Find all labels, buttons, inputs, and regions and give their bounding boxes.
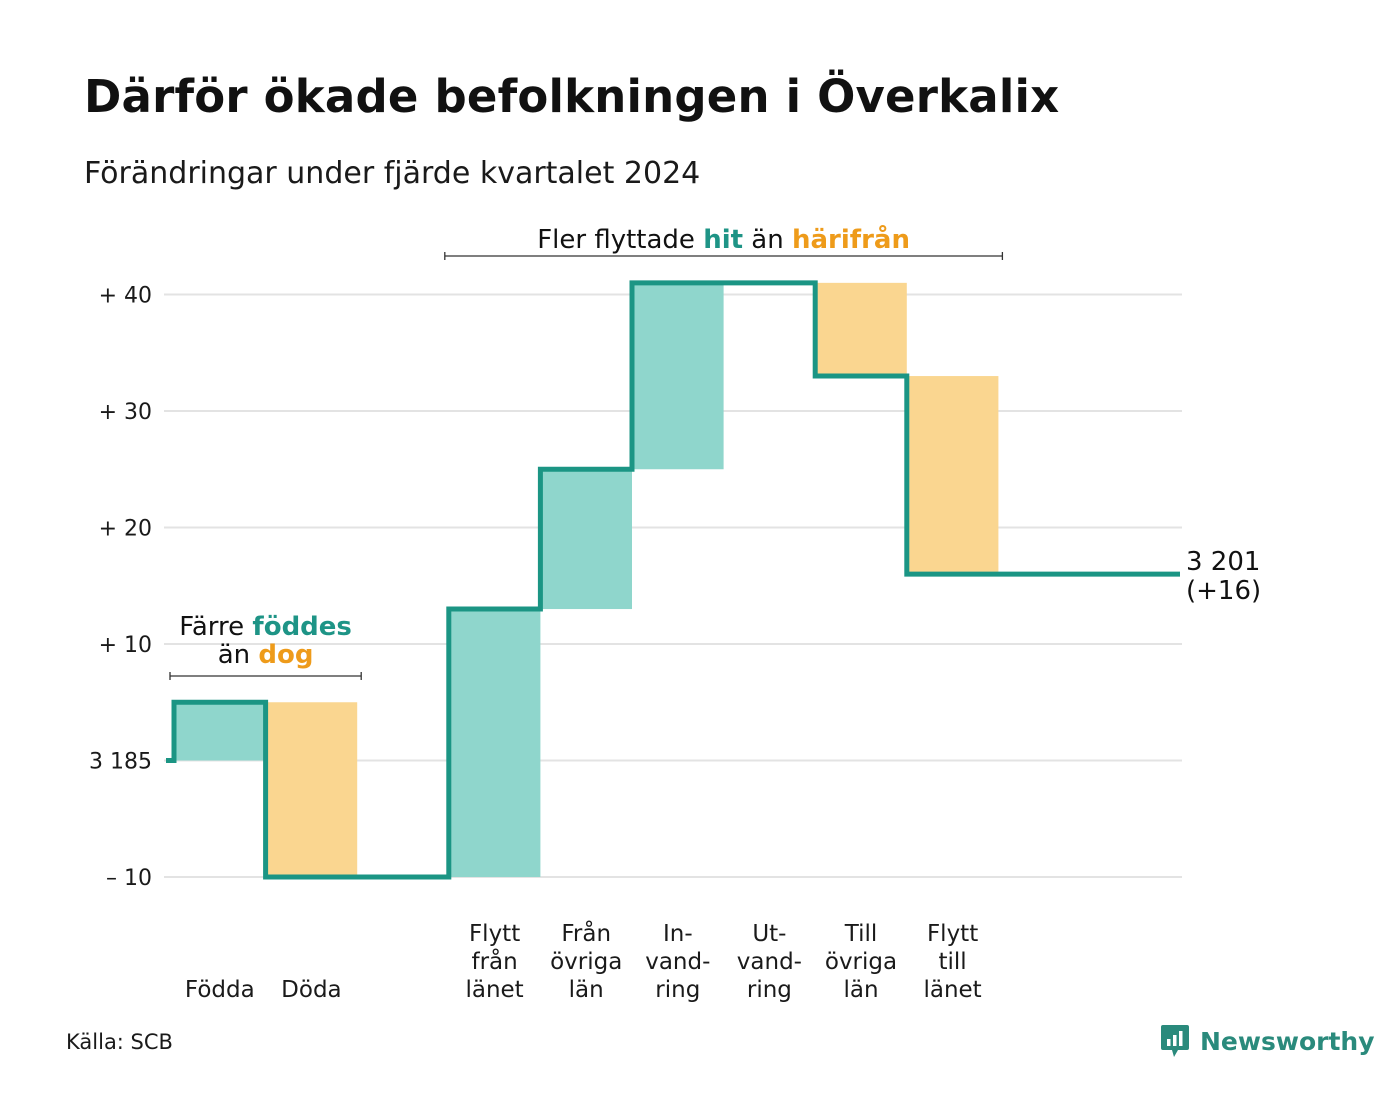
y-tick-label: + 30: [99, 400, 152, 425]
x-tick-label: In-: [663, 921, 693, 947]
brand-logo[interactable]: Newsworthy: [1160, 1024, 1375, 1058]
y-tick-label: + 20: [99, 517, 152, 542]
x-tick-label: ring: [747, 977, 792, 1003]
bar-inflow: [632, 282, 724, 470]
annotation-segment: än: [218, 640, 259, 670]
bar-inflow: [448, 609, 541, 877]
x-axis-labels: Födda DödaFlyttfrånlänetFrånövrigalänIn-v…: [185, 919, 982, 1003]
x-tick-label: Födda: [185, 977, 255, 1003]
annotation-text: Färre föddes: [179, 612, 352, 642]
annotation-segment: dog: [258, 640, 313, 670]
x-tick-label: länet: [465, 977, 523, 1003]
chart-title: Därför ökade befolkningen i Överkalix: [84, 70, 1060, 123]
annotation-segment: Färre: [179, 612, 252, 642]
waterfall-chart: + 40 + 30 + 20 + 10 3 185 – 10 Födda Döda Flytt…: [89, 223, 1261, 1003]
x-tick-label: länet: [923, 977, 981, 1003]
bar-outflow: [906, 376, 999, 575]
annotation-text: Fler flyttade hit än härifrån: [537, 223, 910, 255]
end-value-text: 3 201: [1186, 547, 1260, 577]
x-tick-label: övriga: [825, 949, 897, 975]
x-tick-label: vand-: [645, 949, 710, 975]
running-total-line: [166, 280, 1180, 880]
end-value-label: 3 201(+16): [1186, 547, 1261, 606]
x-tick-label: vand-: [737, 949, 802, 975]
annotation-segment: härifrån: [792, 223, 910, 255]
x-tick-label: ring: [655, 977, 700, 1003]
end-value-text: (+16): [1186, 576, 1261, 606]
bars: [174, 282, 999, 877]
y-tick-label: – 10: [106, 866, 152, 891]
bar-inflow: [174, 702, 266, 761]
annotation-segment: hit: [703, 225, 743, 255]
annotation-text: än dog: [218, 640, 314, 670]
newsworthy-logo-icon: [1161, 1025, 1189, 1057]
y-tick-label: + 40: [99, 284, 152, 309]
x-tick-label: län: [569, 977, 604, 1003]
x-tick-label: Flytt: [927, 921, 978, 947]
annotation-segment: föddes: [252, 612, 352, 642]
bar-inflow: [540, 469, 632, 610]
y-axis: + 40 + 30 + 20 + 10 3 185 – 10: [89, 284, 152, 892]
annotation-segment: än: [743, 225, 792, 255]
running-total-path: [166, 280, 1180, 880]
chart-subtitle: Förändringar under fjärde kvartalet 2024: [84, 156, 701, 191]
x-tick-label: Från: [561, 919, 611, 947]
y-tick-label: 3 185: [89, 750, 152, 775]
bar-outflow: [265, 702, 358, 877]
x-tick-label: till: [938, 949, 966, 975]
x-tick-label: Ut-: [752, 921, 786, 947]
bar-outflow: [815, 282, 907, 377]
x-tick-label: Flytt: [469, 921, 520, 947]
brand-name: Newsworthy: [1200, 1026, 1375, 1056]
y-tick-label: + 10: [99, 633, 152, 658]
annotation-segment: Fler flyttade: [537, 225, 703, 255]
x-tick-label: Till: [844, 921, 878, 947]
x-tick-label: övriga: [550, 949, 622, 975]
source-note: Källa: SCB: [66, 1030, 173, 1054]
x-tick-label: Döda: [281, 977, 341, 1003]
x-tick-label: från: [471, 947, 517, 975]
x-tick-label: län: [843, 977, 878, 1003]
